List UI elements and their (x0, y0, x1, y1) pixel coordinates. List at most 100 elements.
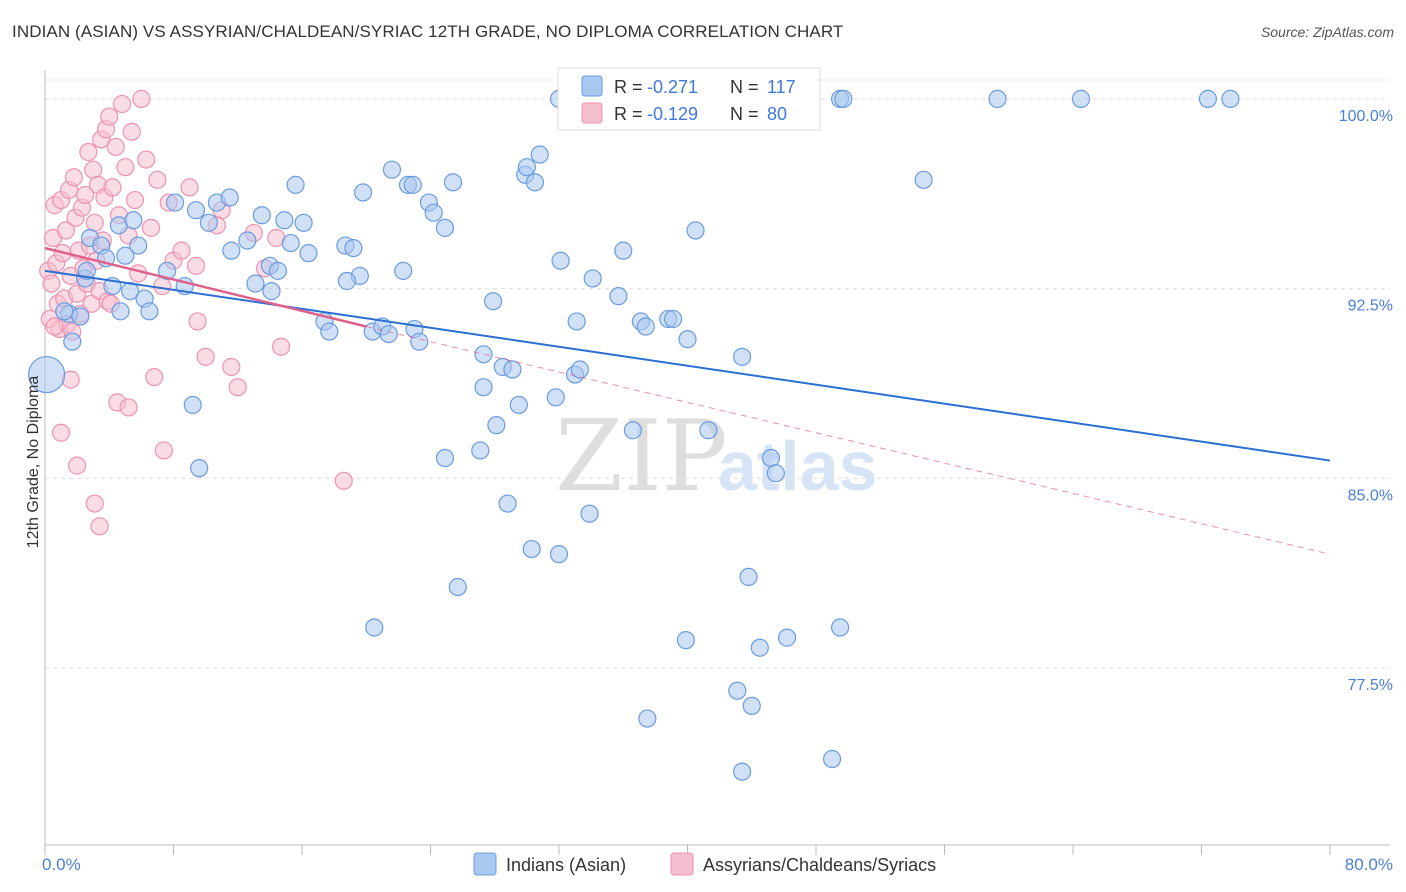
blue-point (63, 332, 82, 351)
blue-series-points (28, 89, 1240, 781)
blue-point (739, 567, 758, 587)
blue-point (220, 188, 239, 207)
series-legend: Indians (Asian) Assyrians/Chaldeans/Syri… (473, 852, 936, 876)
blue-point (268, 261, 288, 280)
pink-point (85, 494, 104, 513)
pink-point (132, 89, 151, 108)
blue-point (580, 504, 599, 523)
blue-point (914, 170, 933, 189)
pink-point (228, 378, 247, 397)
grid-lines (45, 79, 1390, 669)
blue-point (71, 307, 90, 326)
watermark: ZIP atlas (555, 400, 878, 514)
blue-point (365, 618, 384, 637)
blue-point (1221, 89, 1240, 108)
pink-point (100, 107, 119, 126)
blue-point (140, 302, 159, 321)
blue-point (474, 378, 493, 397)
blue-point (733, 762, 752, 781)
source-label: Source: ZipAtlas.com (1260, 24, 1394, 40)
blue-point (55, 302, 74, 321)
pink-trend-line (44, 246, 367, 328)
blue-point (766, 464, 785, 483)
pink-point (188, 312, 207, 331)
blue-point (262, 282, 281, 301)
blue-point (77, 261, 96, 280)
y-tick-label: 92.5% (1348, 298, 1393, 315)
watermark-zip: ZIP (555, 400, 728, 514)
blue-point (299, 244, 318, 263)
pink-point (222, 357, 241, 377)
pink-series-points (39, 89, 353, 536)
blue-trend-line (44, 269, 1331, 462)
blue-point (699, 421, 718, 440)
blue-point (822, 749, 842, 769)
blue-point (190, 459, 209, 478)
blue-point (186, 201, 206, 220)
trend-lines (44, 246, 1331, 555)
pink-point (68, 456, 87, 475)
pink-point (148, 170, 167, 189)
axes (44, 70, 1390, 855)
blue-point (424, 203, 443, 222)
pink-point (172, 241, 191, 260)
blue-point (129, 236, 148, 255)
blue-point (484, 292, 503, 311)
blue-point (777, 628, 797, 647)
legend-blue-r-label: R = (614, 77, 643, 97)
pink-point (196, 347, 215, 366)
blue-point (663, 309, 683, 329)
blue-point (549, 545, 569, 564)
pink-point (56, 221, 75, 240)
y-axis-label: 12th Grade, No Diploma (25, 376, 42, 549)
blue-point (471, 441, 490, 460)
blue-point (830, 618, 850, 637)
tick-labels: 77.5% 85.0% 92.5% 100.0% 0.0% 80.0% (42, 108, 1393, 874)
blue-point (834, 89, 853, 108)
pink-point (64, 168, 84, 187)
blue-point (583, 269, 602, 288)
blue-point (567, 312, 586, 331)
blue-point (435, 448, 455, 468)
blue-point (636, 317, 655, 336)
blue-point (614, 241, 633, 260)
blue-point (742, 696, 761, 715)
pink-point (137, 150, 156, 169)
blue-point (246, 274, 265, 293)
pink-point (106, 137, 125, 157)
blue-point (443, 173, 463, 192)
legend-blue-n-label: N = (730, 77, 759, 97)
blue-point (551, 251, 570, 270)
legend-series-blue-label: Indians (Asian) (506, 855, 626, 875)
pink-point (334, 471, 353, 490)
pink-point (125, 190, 145, 210)
pink-trend-extension (366, 326, 1331, 555)
blue-point (435, 218, 455, 237)
watermark-atlas: atlas (718, 427, 878, 505)
blue-point (252, 206, 271, 225)
pink-point (153, 276, 172, 296)
blue-point (353, 183, 373, 202)
x-tick-label: 0.0% (42, 855, 81, 874)
pink-point (85, 213, 104, 232)
pink-point (76, 185, 95, 205)
legend-series-pink-swatch (670, 852, 694, 876)
blue-point (183, 395, 202, 415)
pink-point (45, 317, 64, 336)
blue-point (116, 246, 135, 265)
legend-pink-n-label: N = (730, 104, 759, 124)
pink-point (141, 218, 161, 237)
blue-point (686, 221, 705, 240)
blue-point (638, 709, 657, 728)
blue-point (199, 213, 218, 232)
blue-point (522, 539, 541, 559)
pink-point (79, 142, 98, 162)
y-tick-label: 85.0% (1348, 487, 1393, 504)
blue-point (733, 347, 752, 366)
blue-point (111, 302, 130, 321)
blue-point (28, 355, 66, 394)
blue-point (166, 193, 185, 212)
blue-point (1071, 89, 1091, 108)
pink-point (84, 160, 103, 179)
